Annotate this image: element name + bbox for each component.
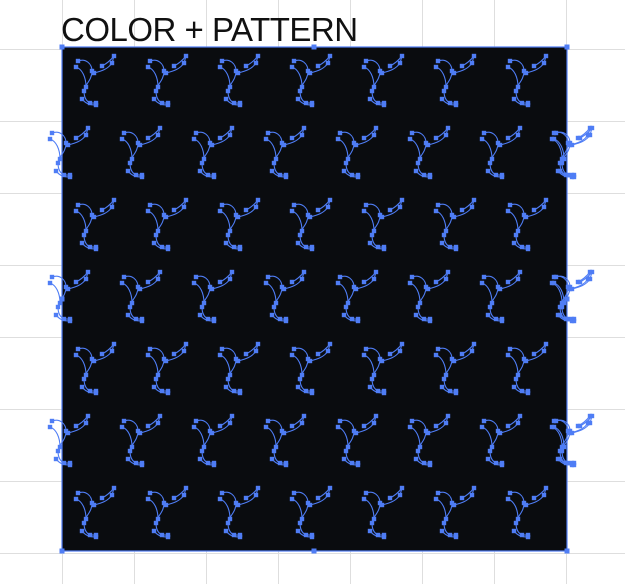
pattern-motif-r6-c2[interactable] [217, 485, 261, 540]
pattern-motif-edge-r5[interactable] [549, 413, 593, 468]
pattern-motif-r2-c2[interactable] [217, 197, 261, 252]
pattern-motif-r2-c6[interactable] [505, 197, 549, 252]
pattern-motif-r1-c0[interactable] [47, 125, 91, 180]
pattern-motif-edge-r3[interactable] [549, 269, 593, 324]
resize-handle-4[interactable] [564, 296, 570, 302]
bounding-box-handles [59, 44, 570, 554]
resize-handle-7[interactable] [564, 548, 570, 554]
pattern-motif-r3-c3[interactable] [263, 269, 307, 324]
pattern-motif-r1-c5[interactable] [407, 125, 451, 180]
pattern-motif-r4-c2[interactable] [217, 341, 261, 396]
pattern-motif-r4-c3[interactable] [289, 341, 333, 396]
pattern-motif-r6-c3[interactable] [289, 485, 333, 540]
pattern-motif-r4-c4[interactable] [361, 341, 405, 396]
pattern-motif-r5-c1[interactable] [119, 413, 163, 468]
pattern-motif-r5-c5[interactable] [407, 413, 451, 468]
pattern-motif-r6-c0[interactable] [73, 485, 117, 540]
pattern-motif-r6-c4[interactable] [361, 485, 405, 540]
pattern-motif-r4-c0[interactable] [73, 341, 117, 396]
pattern-motif-r5-c0[interactable] [47, 413, 91, 468]
pattern-motif-r2-c3[interactable] [289, 197, 333, 252]
pattern-motif-r0-c0[interactable] [73, 53, 117, 108]
pattern-motif-r6-c6[interactable] [505, 485, 549, 540]
pattern-motif-r1-c6[interactable] [479, 125, 523, 180]
pattern-motif-r1-c2[interactable] [191, 125, 235, 180]
resize-handle-5[interactable] [59, 548, 65, 554]
pattern-motif-r3-c5[interactable] [407, 269, 451, 324]
pattern-motif-r4-c6[interactable] [505, 341, 549, 396]
resize-handle-6[interactable] [311, 548, 317, 554]
pattern-motif-r2-c1[interactable] [145, 197, 189, 252]
pattern-motif-r3-c1[interactable] [119, 269, 163, 324]
pattern-tiles [47, 53, 595, 540]
pattern-motif-r5-c6[interactable] [479, 413, 523, 468]
pattern-motif-r4-c5[interactable] [433, 341, 477, 396]
pattern-motif-r3-c0[interactable] [47, 269, 91, 324]
pattern-motif-r1-c1[interactable] [119, 125, 163, 180]
pattern-motif-r0-c3[interactable] [289, 53, 333, 108]
pattern-motif-r3-c4[interactable] [335, 269, 379, 324]
resize-handle-2[interactable] [564, 44, 570, 50]
pattern-motif-edge-r1[interactable] [549, 125, 593, 180]
pattern-motif-r0-c6[interactable] [505, 53, 549, 108]
pattern-motif-r3-c2[interactable] [191, 269, 235, 324]
pattern-motif-r3-c6[interactable] [479, 269, 523, 324]
pattern-motif-r6-c5[interactable] [433, 485, 477, 540]
resize-handle-0[interactable] [59, 44, 65, 50]
pattern-motif-r0-c1[interactable] [145, 53, 189, 108]
pattern-motif-r1-c3[interactable] [263, 125, 307, 180]
pattern-motif-r6-c1[interactable] [145, 485, 189, 540]
pattern-motif-r2-c0[interactable] [73, 197, 117, 252]
pattern-motif-r0-c5[interactable] [433, 53, 477, 108]
pattern-motif-r5-c4[interactable] [335, 413, 379, 468]
pattern-motif-r0-c2[interactable] [217, 53, 261, 108]
pattern-motif-r2-c5[interactable] [433, 197, 477, 252]
pattern-motif-r5-c3[interactable] [263, 413, 307, 468]
pattern-motif-r5-c2[interactable] [191, 413, 235, 468]
pattern-motif-r2-c4[interactable] [361, 197, 405, 252]
resize-handle-1[interactable] [311, 44, 317, 50]
resize-handle-3[interactable] [59, 296, 65, 302]
pattern-motif-r0-c4[interactable] [361, 53, 405, 108]
pattern-motif-r1-c4[interactable] [335, 125, 379, 180]
pattern-motif-r4-c1[interactable] [145, 341, 189, 396]
canvas-title: COLOR + PATTERN [61, 11, 358, 48]
